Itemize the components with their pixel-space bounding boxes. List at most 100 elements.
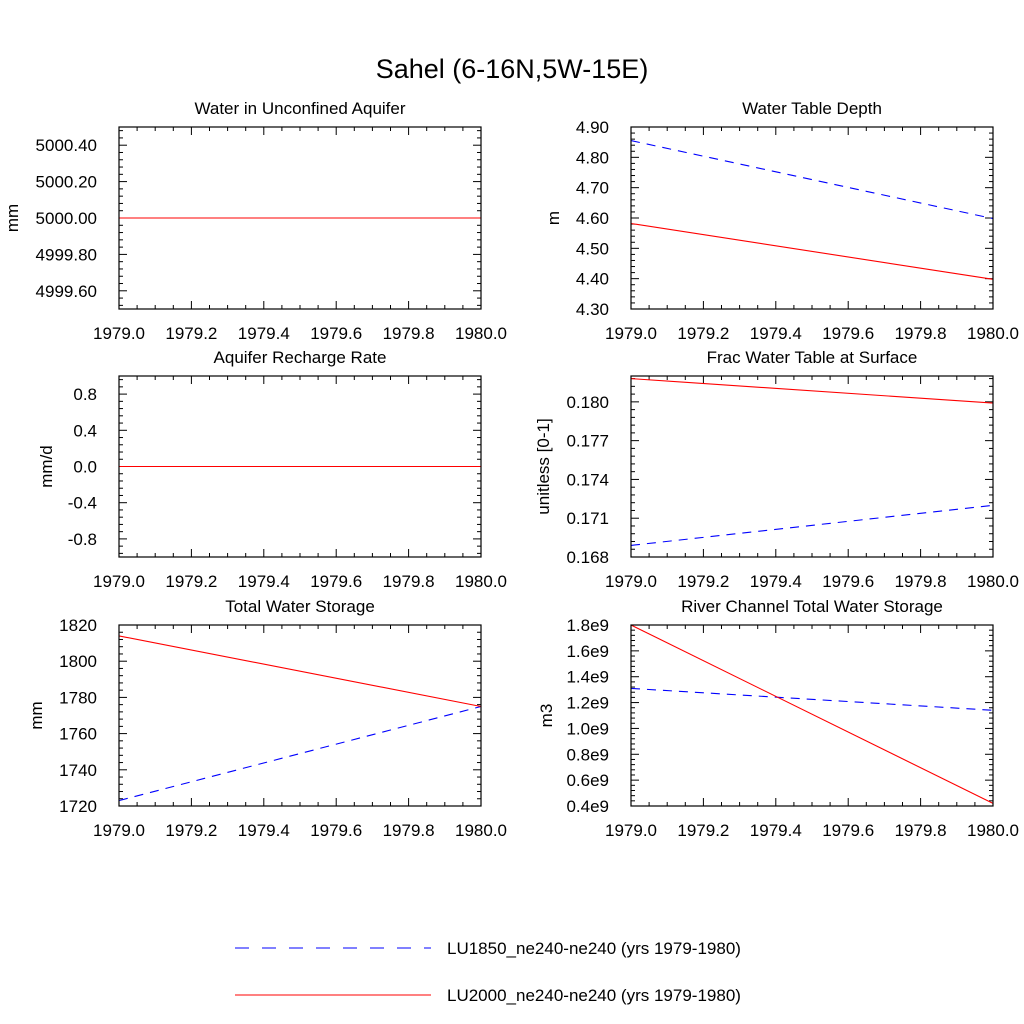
legend: LU1850_ne240-ne240 (yrs 1979-1980) LU2000… — [235, 939, 741, 1005]
x-tick-label: 1979.2 — [165, 324, 217, 343]
series-line-lu2000 — [118, 635, 482, 708]
panel-title-total-water-storage: Total Water Storage — [225, 597, 375, 616]
x-tick-label: 1980.0 — [967, 821, 1019, 840]
y-axis-label-frac-water-table-at-surface: unitless [0-1] — [534, 418, 553, 514]
x-tick-label: 1979.4 — [238, 821, 290, 840]
y-tick-label: 4.90 — [576, 118, 609, 137]
y-axis-label-water-table-depth: m — [544, 211, 563, 225]
x-tick-label: 1980.0 — [455, 821, 507, 840]
legend-label-lu1850: LU1850_ne240-ne240 (yrs 1979-1980) — [447, 939, 741, 958]
legend-label-lu2000: LU2000_ne240-ne240 (yrs 1979-1980) — [447, 986, 741, 1005]
x-tick-label: 1979.4 — [238, 572, 290, 591]
y-tick-label: 4999.60 — [36, 282, 97, 301]
y-tick-label: 0.180 — [566, 393, 609, 412]
x-tick-label: 1980.0 — [967, 324, 1019, 343]
y-tick-label: -0.4 — [68, 494, 97, 513]
x-tick-label: 1979.8 — [895, 324, 947, 343]
y-axis-label-river-channel-total-water-storage: m3 — [537, 704, 556, 728]
x-tick-label: 1979.6 — [822, 572, 874, 591]
y-tick-label: 1820 — [59, 616, 97, 635]
x-tick-label: 1979.4 — [750, 821, 802, 840]
series-line-lu1850 — [630, 504, 994, 546]
x-tick-label: 1979.0 — [93, 572, 145, 591]
x-tick-label: 1979.6 — [822, 324, 874, 343]
y-tick-label: 4.40 — [576, 270, 609, 289]
plot-frame — [630, 126, 994, 310]
y-tick-label: 4.60 — [576, 209, 609, 228]
panel-aquifer-recharge-rate: Aquifer Recharge Rate mm/d 1979.0 1979.2 197… — [37, 348, 507, 591]
series-line-lu1850 — [630, 687, 994, 711]
plot-frame — [118, 624, 482, 807]
y-tick-label: 0.6e9 — [566, 771, 609, 790]
y-tick-label: 4.30 — [576, 300, 609, 319]
series-line-lu2000 — [630, 378, 994, 404]
x-tick-label: 1979.4 — [750, 324, 802, 343]
y-tick-label: 5000.20 — [36, 173, 97, 192]
plot-frame — [118, 375, 482, 558]
y-tick-label: 1.0e9 — [566, 719, 609, 738]
y-tick-label: 1.6e9 — [566, 642, 609, 661]
x-tick-label: 1979.0 — [93, 821, 145, 840]
y-tick-label: 4.70 — [576, 179, 609, 198]
x-tick-label: 1979.2 — [165, 821, 217, 840]
y-tick-label: 0.171 — [566, 509, 609, 528]
panel-title-river-channel-total-water-storage: River Channel Total Water Storage — [681, 597, 943, 616]
plot-frame — [118, 126, 482, 310]
x-tick-label: 1979.2 — [165, 572, 217, 591]
y-tick-label: 0.4e9 — [566, 797, 609, 816]
x-tick-label: 1979.6 — [310, 572, 362, 591]
series-line-lu1850 — [118, 705, 482, 802]
panel-river-channel-total-water-storage: River Channel Total Water Storage m3 1979.… — [537, 597, 1019, 840]
plot-frame — [630, 375, 994, 558]
y-tick-label: 1.2e9 — [566, 694, 609, 713]
panel-title-frac-water-table-at-surface: Frac Water Table at Surface — [707, 348, 918, 367]
y-tick-label: 1780 — [59, 688, 97, 707]
y-tick-label: 4999.80 — [36, 245, 97, 264]
panel-water-in-unconfined-aquifer: Water in Unconfined Aquifer mm 1979.0 1979.… — [3, 99, 507, 343]
y-tick-label: 1740 — [59, 761, 97, 780]
x-tick-label: 1979.4 — [238, 324, 290, 343]
y-tick-label: 0.168 — [566, 548, 609, 567]
y-tick-label: 0.8 — [73, 385, 97, 404]
y-tick-label: 0.8e9 — [566, 745, 609, 764]
x-tick-label: 1980.0 — [455, 324, 507, 343]
y-tick-label: 0.0 — [73, 458, 97, 477]
panel-title-water-in-unconfined-aquifer: Water in Unconfined Aquifer — [194, 99, 405, 118]
panel-water-table-depth: Water Table Depth m 1979.0 1979.2 1979.4 1979… — [544, 99, 1019, 343]
x-tick-label: 1979.4 — [750, 572, 802, 591]
y-tick-label: 1.4e9 — [566, 668, 609, 687]
y-axis-label-aquifer-recharge-rate: mm/d — [37, 445, 56, 488]
y-tick-label: 4.50 — [576, 239, 609, 258]
x-tick-label: 1979.0 — [605, 572, 657, 591]
x-tick-label: 1979.8 — [895, 821, 947, 840]
y-tick-label: 5000.00 — [36, 209, 97, 228]
x-tick-label: 1979.6 — [822, 821, 874, 840]
x-tick-label: 1979.8 — [383, 821, 435, 840]
y-tick-label: 1720 — [59, 797, 97, 816]
y-axis-label-water-in-unconfined-aquifer: mm — [3, 204, 22, 232]
panels: Water in Unconfined Aquifer mm 1979.0 1979.… — [3, 99, 1019, 840]
series-line-lu2000 — [630, 222, 994, 280]
panel-title-aquifer-recharge-rate: Aquifer Recharge Rate — [214, 348, 387, 367]
x-tick-label: 1979.2 — [677, 572, 729, 591]
panel-frac-water-table-at-surface: Frac Water Table at Surface unitless [0-1… — [534, 348, 1019, 591]
x-tick-label: 1979.0 — [605, 324, 657, 343]
x-tick-label: 1979.6 — [310, 821, 362, 840]
y-tick-label: 1800 — [59, 652, 97, 671]
x-tick-label: 1979.6 — [310, 324, 362, 343]
x-tick-label: 1979.0 — [93, 324, 145, 343]
series-line-lu2000 — [630, 624, 994, 804]
x-tick-label: 1979.8 — [383, 324, 435, 343]
y-tick-label: 1.8e9 — [566, 616, 609, 635]
panel-title-water-table-depth: Water Table Depth — [742, 99, 882, 118]
x-tick-label: 1979.8 — [895, 572, 947, 591]
y-axis-label-total-water-storage: mm — [27, 701, 46, 729]
y-tick-label: 4.80 — [576, 148, 609, 167]
y-tick-label: 5000.40 — [36, 136, 97, 155]
series-line-lu1850 — [630, 140, 994, 220]
x-tick-label: 1980.0 — [455, 572, 507, 591]
y-tick-label: 1760 — [59, 725, 97, 744]
x-tick-label: 1979.0 — [605, 821, 657, 840]
y-tick-label: 0.177 — [566, 432, 609, 451]
